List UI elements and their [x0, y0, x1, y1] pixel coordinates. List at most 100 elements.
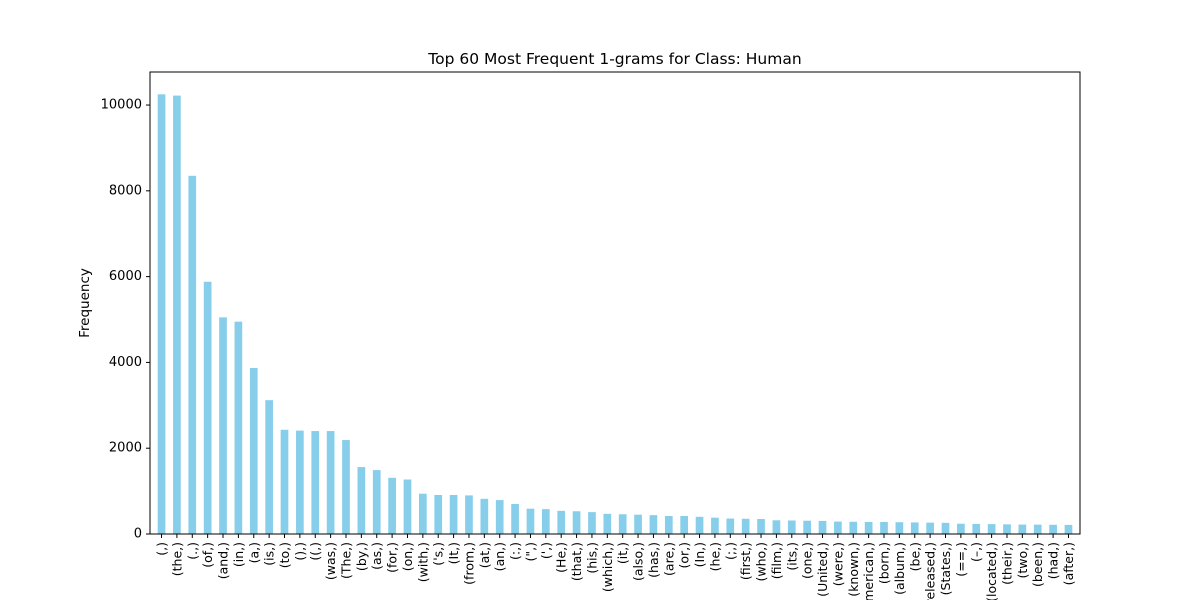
y-tick-label-4: 8000 [109, 183, 142, 198]
x-tick-label-44: (were,) [830, 542, 845, 586]
bar-59 [1064, 524, 1073, 534]
x-tick-label-37: (;,) [723, 542, 738, 560]
x-tick-label-12: (The,) [338, 542, 353, 579]
x-tick-label-40: (film,) [769, 542, 784, 579]
bar-17 [419, 493, 427, 534]
x-tick-label-10: ((,) [308, 542, 323, 561]
bar-13 [357, 467, 366, 534]
chart-title: Top 60 Most Frequent 1-grams for Class: … [427, 50, 801, 68]
bar-2 [188, 175, 197, 534]
x-tick-label-45: (known,) [846, 542, 861, 597]
x-tick-label-32: (has,) [646, 542, 661, 578]
bar-11 [326, 431, 335, 534]
bar-49 [910, 522, 919, 534]
x-tick-label-19: (It,) [446, 542, 461, 564]
x-tick-label-36: (he,) [707, 542, 722, 571]
bar-12 [342, 440, 350, 534]
bar-18 [434, 494, 443, 534]
x-tick-label-29: (which,) [600, 542, 615, 592]
x-tick-label-24: (",) [523, 542, 538, 561]
x-tick-label-0: (,) [154, 542, 169, 556]
bar-8 [280, 429, 289, 534]
x-tick-label-54: (located,) [984, 542, 999, 600]
y-axis: 0 2000 4000 6000 8000 10000 [101, 98, 150, 542]
x-tick-label-22: (an,) [492, 542, 507, 571]
bar-5 [234, 321, 243, 534]
bar-51 [941, 522, 950, 534]
x-tick-label-53: (–,) [969, 542, 984, 562]
x-tick-label-34: (or,) [677, 542, 692, 569]
x-tick-label-15: (for,) [385, 542, 400, 573]
x-tick-label-49: (be,) [907, 542, 922, 571]
x-tick-label-1: (the,) [169, 542, 184, 576]
x-tick-label-55: (their,) [999, 542, 1014, 585]
bar-35 [695, 516, 704, 534]
bar-55 [1003, 524, 1011, 534]
bar-37 [726, 518, 735, 534]
x-tick-label-39: (who,) [754, 542, 769, 582]
bar-50 [926, 522, 934, 534]
x-tick-label-41: (its,) [784, 542, 799, 571]
bar-57 [1033, 524, 1042, 534]
x-tick-label-18: ('s,) [431, 542, 446, 566]
bar-23 [511, 503, 519, 534]
x-tick-label-50: (released,) [923, 542, 938, 600]
x-tick-label-31: (also,) [631, 542, 646, 581]
bar-24 [526, 508, 535, 534]
x-tick-label-16: (on,) [400, 542, 415, 571]
x-tick-label-9: (),) [292, 542, 307, 561]
y-axis-label: Frequency [77, 268, 93, 338]
bar-39 [757, 518, 765, 534]
y-tick-label-1: 2000 [109, 441, 142, 456]
x-tick-label-38: (first,) [738, 542, 753, 580]
bar-4 [219, 317, 227, 534]
bar-25 [541, 509, 550, 534]
bar-41 [787, 520, 796, 534]
bar-29 [603, 513, 612, 534]
bar-48 [895, 522, 904, 534]
x-tick-label-57: (been,) [1030, 542, 1045, 587]
bar-42 [803, 520, 811, 534]
bar-56 [1018, 524, 1027, 534]
bar-0 [157, 94, 166, 535]
x-tick-label-6: (a,) [246, 542, 261, 563]
bar-20 [465, 495, 473, 534]
bar-6 [249, 367, 258, 534]
bar-10 [311, 431, 320, 534]
bar-40 [772, 520, 781, 534]
bar-15 [388, 477, 396, 534]
x-tick-label-59: (after,) [1061, 542, 1076, 585]
bars-group [157, 94, 1073, 535]
x-tick-label-43: (United,) [815, 542, 830, 597]
x-tick-label-35: (In,) [692, 542, 707, 567]
bar-9 [296, 430, 304, 534]
x-tick-label-4: (and,) [216, 542, 231, 579]
x-tick-label-42: (one,) [800, 542, 815, 579]
x-tick-label-46: (American,) [861, 542, 876, 600]
bar-27 [572, 511, 581, 534]
bar-14 [372, 470, 381, 534]
x-tick-label-30: (it,) [615, 542, 630, 564]
bar-36 [711, 517, 719, 534]
x-tick-label-56: (two,) [1015, 542, 1030, 579]
bar-53 [972, 523, 981, 534]
bar-22 [495, 500, 504, 534]
bar-34 [680, 515, 689, 534]
y-tick-label-3: 6000 [109, 269, 142, 284]
x-tick-label-25: (',) [538, 542, 553, 559]
bar-3 [203, 281, 212, 534]
bar-45 [849, 521, 858, 534]
bar-38 [741, 518, 750, 534]
bar-44 [834, 521, 842, 534]
bar-26 [557, 510, 566, 534]
x-tick-label-3: (of,) [200, 542, 215, 568]
x-axis: (,) (the,) (.,) (of,) (and,) (in,) (a,) (is,) (t… [154, 534, 1076, 600]
x-tick-label-52: (==,) [953, 542, 968, 577]
x-tick-label-28: (his,) [584, 542, 599, 574]
x-tick-label-14: (as,) [369, 542, 384, 570]
bar-28 [588, 512, 596, 534]
bar-52 [957, 523, 965, 534]
x-tick-label-58: (had,) [1046, 542, 1061, 579]
bar-16 [403, 479, 412, 534]
x-tick-label-20: (from,) [461, 542, 476, 585]
